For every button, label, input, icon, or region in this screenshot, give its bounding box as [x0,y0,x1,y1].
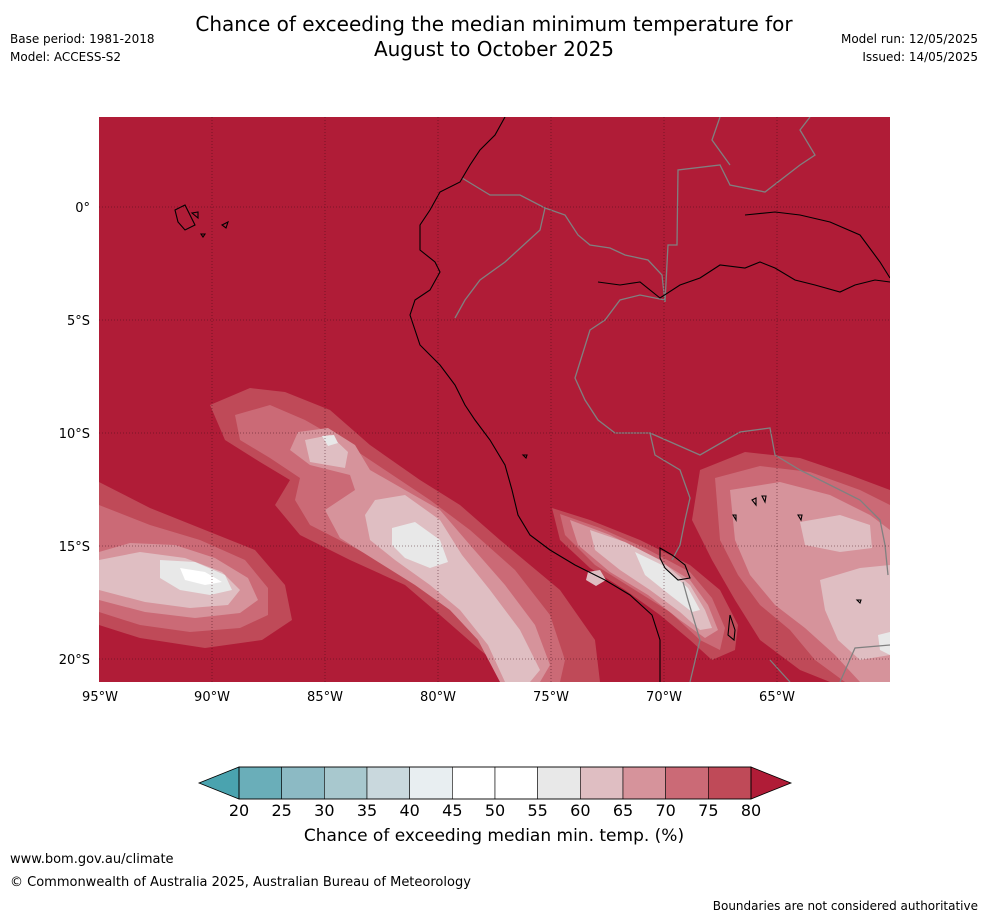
model-name: Model: ACCESS-S2 [10,50,122,64]
contour-55-east [878,632,890,655]
lon-label: 90°W [194,690,230,705]
colorbar-tick-label: 60 [570,801,590,820]
colorbar-tick-label: 80 [741,801,761,820]
colorbar-tick-label: 65 [613,801,633,820]
map-title: Chance of exceeding the median minimum t… [0,12,988,62]
colorbar-tick-label: 30 [314,801,334,820]
lon-label: 75°W [533,690,569,705]
colorbar-cell [452,766,496,800]
colorbar-tick-label: 70 [655,801,675,820]
title-line-1: Chance of exceeding the median minimum t… [195,12,793,36]
colorbar-under-arrow [197,766,240,800]
colorbar-cell [281,766,325,800]
contour-55-andes [635,552,700,612]
contour-50-offshore [180,568,222,585]
colorbar-ticks: 20 25 30 35 40 45 50 55 60 65 70 75 80 [229,801,761,820]
colorbar-outline [238,766,752,800]
lon-label: 80°W [420,690,456,705]
colorbar-cell [537,766,581,800]
probability-contours [99,117,890,682]
colorbar-tick-label: 75 [698,801,718,820]
website-link[interactable]: www.bom.gov.au/climate [10,852,174,867]
colorbar-cell [409,766,453,800]
lon-label: 70°W [646,690,682,705]
colorbar-cell [324,766,368,800]
lon-label: 95°W [82,690,118,705]
contour-60-east [800,515,890,660]
colorbar-cell [622,766,666,800]
colorbar-over-arrow [750,766,793,800]
issued-date: Issued: 14/05/2025 [862,50,978,64]
longitude-labels: 95°W 90°W 85°W 80°W 75°W 70°W 65°W [82,690,795,705]
colorbar-label: Chance of exceeding median min. temp. (%… [303,826,685,846]
colorbar-tick-label: 25 [271,801,291,820]
model-run: Model run: 12/05/2025 [840,32,978,46]
meta-left: Base period: 1981-2018 Model: ACCESS-S2 [10,30,155,66]
colorbar-cell [238,766,282,800]
colorbar-cell [366,766,410,800]
lat-label: 10°S [59,427,90,442]
colorbar-tick-label: 50 [485,801,505,820]
colorbar-tick-label: 35 [357,801,377,820]
colorbar-tick-label: 45 [442,801,462,820]
graticule [99,117,890,682]
disclaimer-text: Boundaries are not considered authoritat… [712,899,978,913]
lon-label: 85°W [307,690,343,705]
colorbar-tick-label: 20 [229,801,249,820]
colorbar-cells [238,766,752,800]
lon-label: 65°W [759,690,795,705]
copyright-text: © Commonwealth of Australia 2025, Austra… [10,875,471,890]
latitude-labels: 0° 5°S 10°S 15°S 20°S [59,201,90,668]
map-figure: 0° 5°S 10°S 15°S 20°S 95°W 90°W 85°W 80°… [59,117,890,705]
colorbar-cell [665,766,709,800]
title-line-2: August to October 2025 [373,37,615,61]
base-period: Base period: 1981-2018 [10,32,155,46]
colorbar-cell [494,766,538,800]
colorbar-cell [708,766,752,800]
contour-60-andes [586,530,712,630]
lat-label: 0° [75,201,90,216]
meta-right: Model run: 12/05/2025 Issued: 14/05/2025 [841,30,978,66]
contour-55-ridge [322,435,448,568]
lat-label: 5°S [67,314,90,329]
country-borders [454,117,890,682]
colorbar-tick-label: 55 [527,801,547,820]
colorbar-cell [580,766,624,800]
colorbar: 20 25 30 35 40 45 50 55 60 65 70 75 80 [197,766,793,820]
colorbar-tick-label: 40 [399,801,419,820]
lat-label: 15°S [59,540,90,555]
lat-label: 20°S [59,653,90,668]
coastline [174,117,890,682]
